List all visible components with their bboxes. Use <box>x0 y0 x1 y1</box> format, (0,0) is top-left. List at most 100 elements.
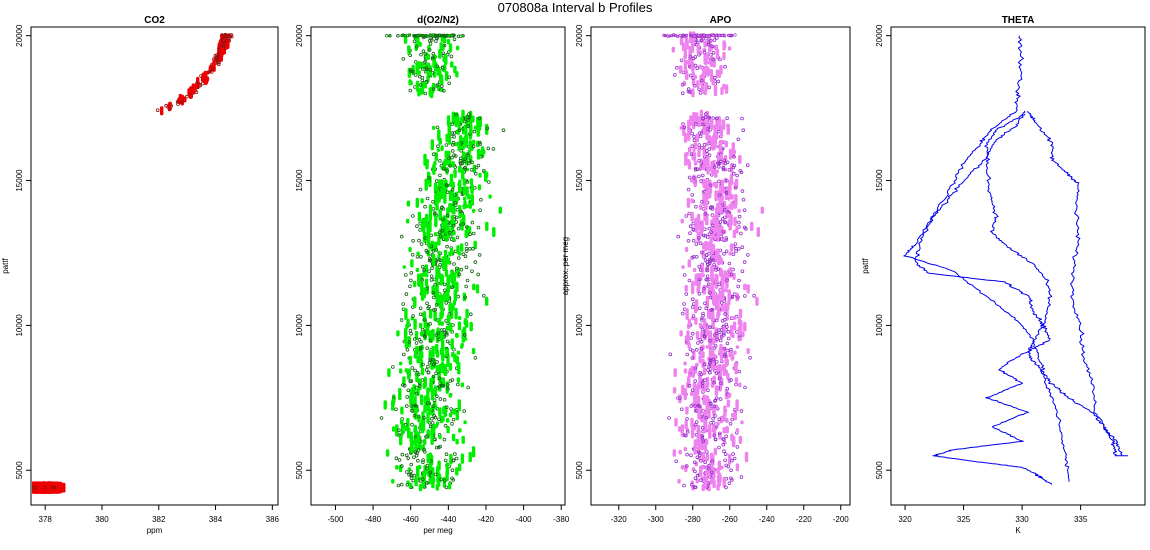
data-point <box>462 188 467 196</box>
y-axis-label: approx. per meg <box>561 237 570 295</box>
data-point <box>208 69 212 73</box>
data-point <box>406 200 411 207</box>
data-point <box>712 404 717 409</box>
data-point <box>696 403 701 408</box>
data-point <box>445 244 449 249</box>
data-point <box>709 69 714 77</box>
data-point <box>444 71 449 81</box>
data-point <box>691 254 696 259</box>
data-point <box>694 242 699 246</box>
data-point <box>687 259 692 268</box>
data-point <box>693 142 698 150</box>
data-point <box>712 165 717 169</box>
data-point <box>727 289 731 302</box>
data-point <box>425 67 429 71</box>
data-point <box>421 49 426 53</box>
data-point <box>698 134 703 139</box>
data-point <box>411 214 415 218</box>
data-point <box>733 242 738 246</box>
y-tick-label: 10000 <box>15 314 24 337</box>
data-point <box>433 282 438 287</box>
data-point <box>405 482 410 487</box>
data-point <box>735 345 740 349</box>
data-point <box>452 408 456 415</box>
data-point <box>684 420 688 430</box>
data-point <box>445 213 450 218</box>
data-point <box>712 380 716 385</box>
data-point <box>449 61 454 68</box>
data-point <box>710 44 714 48</box>
x-tick-label: 320 <box>898 515 912 524</box>
data-point <box>721 331 726 335</box>
y-axis-label: pattf <box>861 257 870 273</box>
data-point <box>456 294 461 299</box>
panel-title: d(O2/N2) <box>417 15 459 26</box>
data-point <box>427 176 431 180</box>
data-point <box>720 304 724 312</box>
data-point <box>228 34 232 38</box>
data-point <box>701 165 706 171</box>
data-point <box>455 45 460 51</box>
data-point <box>726 336 731 341</box>
data-point <box>455 355 459 365</box>
data-point <box>431 290 436 295</box>
data-point <box>452 206 456 215</box>
data-point <box>716 267 720 272</box>
data-point <box>734 377 739 383</box>
data-point <box>719 257 723 265</box>
data-point <box>696 435 701 446</box>
data-point <box>434 39 438 43</box>
data-point <box>725 425 729 434</box>
data-point <box>710 265 714 277</box>
data-point <box>697 87 701 92</box>
data-point <box>438 444 442 449</box>
data-point <box>463 124 468 135</box>
data-point <box>455 195 459 202</box>
data-point <box>420 327 425 332</box>
data-point <box>427 269 431 274</box>
data-point <box>712 333 717 337</box>
data-point <box>440 228 445 233</box>
data-point <box>439 84 444 89</box>
data-point <box>413 350 418 359</box>
data-point <box>690 144 695 149</box>
data-point <box>457 272 462 277</box>
data-point <box>430 416 434 421</box>
data-point <box>470 184 474 193</box>
data-point <box>456 34 461 38</box>
data-point <box>438 234 443 239</box>
data-point <box>723 312 727 316</box>
data-point <box>482 149 486 155</box>
data-point <box>445 348 449 357</box>
data-point <box>413 318 417 330</box>
data-point <box>450 131 455 135</box>
data-point <box>450 142 455 147</box>
data-point <box>459 267 464 272</box>
data-point <box>418 345 423 350</box>
data-point <box>456 226 461 231</box>
data-point <box>436 331 441 336</box>
data-point <box>727 261 732 266</box>
data-point <box>708 295 713 300</box>
data-point <box>431 328 435 341</box>
data-point <box>454 332 459 338</box>
data-point <box>695 384 700 395</box>
data-point <box>418 41 422 47</box>
data-point <box>727 196 731 201</box>
data-point <box>712 182 716 187</box>
data-point <box>703 378 707 382</box>
x-tick-label: 384 <box>209 515 223 524</box>
x-tick-label: -280 <box>685 515 702 524</box>
data-point <box>463 254 468 259</box>
data-point <box>403 327 408 337</box>
data-point <box>711 116 716 120</box>
data-point <box>419 242 424 246</box>
data-point <box>470 269 474 274</box>
data-point <box>691 176 696 180</box>
data-point <box>399 234 404 239</box>
data-point <box>447 136 452 145</box>
data-point <box>693 408 698 413</box>
data-point <box>457 315 462 321</box>
data-point <box>726 399 731 408</box>
data-point <box>705 266 710 271</box>
